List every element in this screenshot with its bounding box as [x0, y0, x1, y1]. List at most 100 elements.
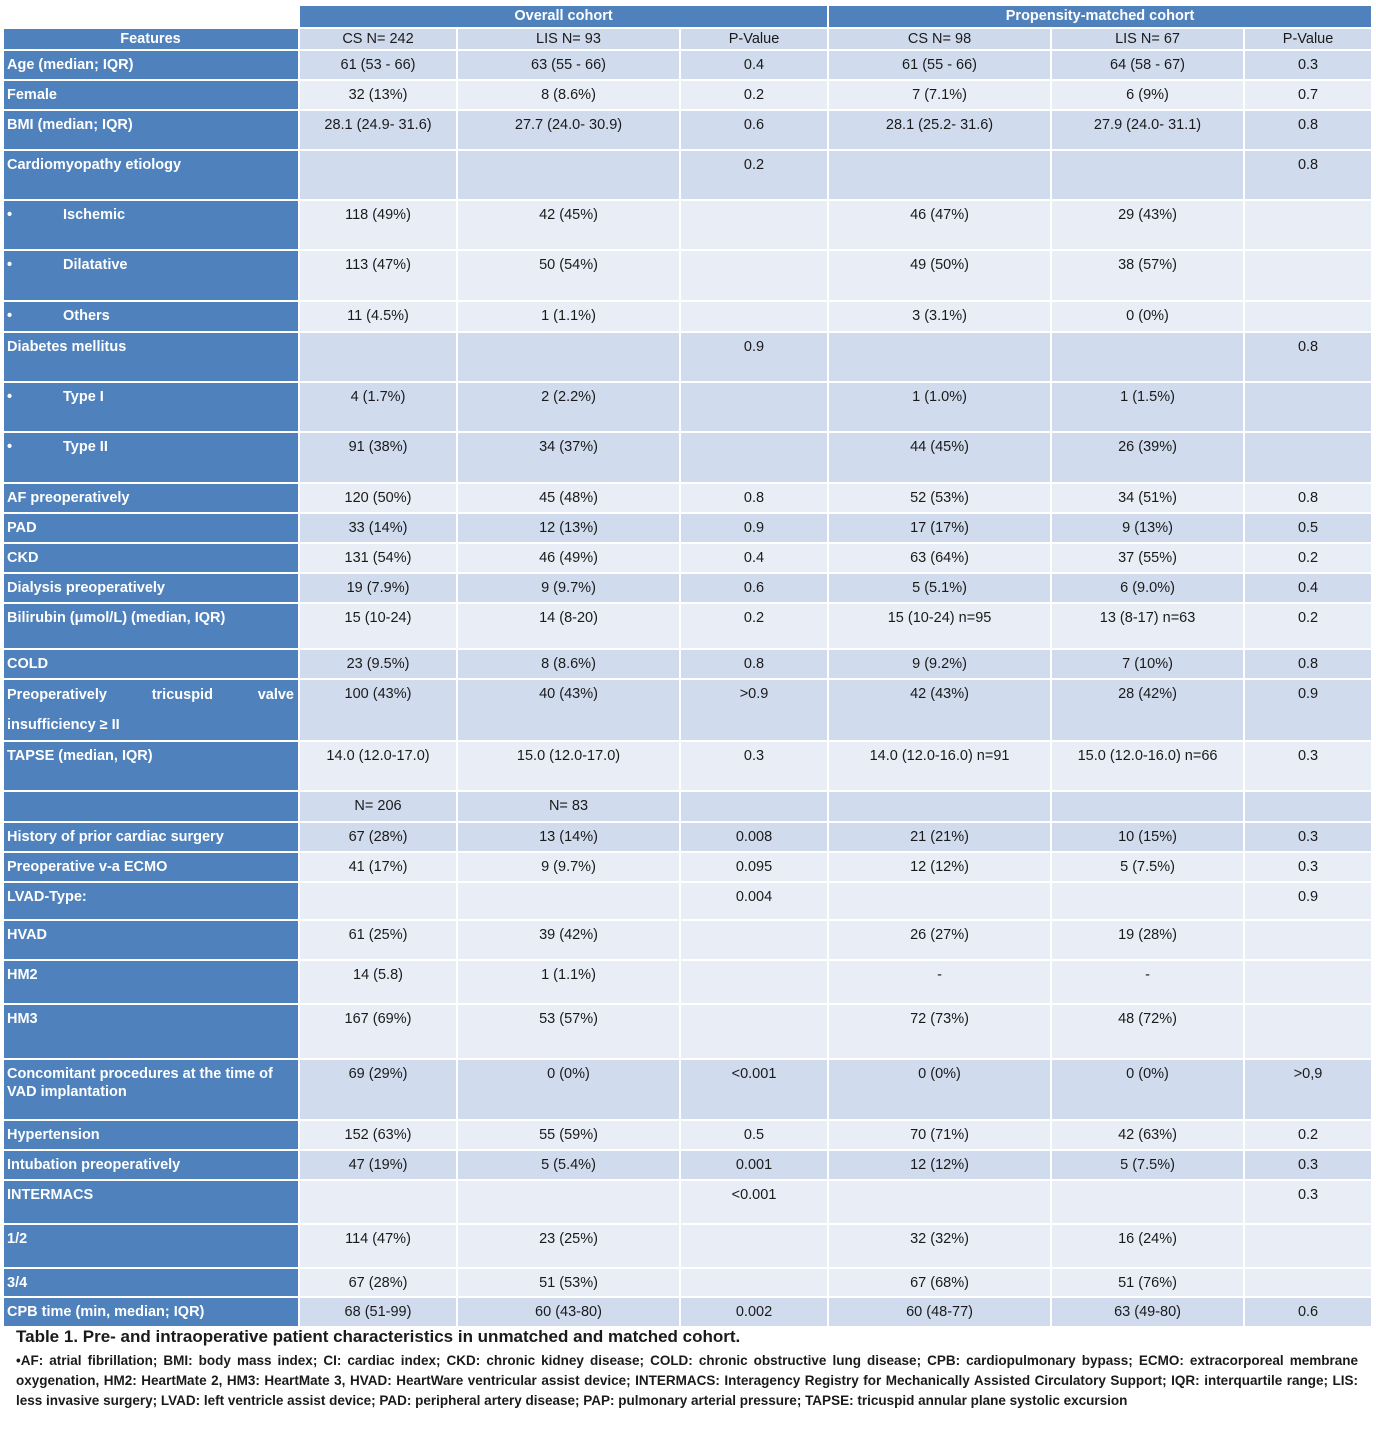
value-cell: 53 (57%)	[456, 1003, 681, 1060]
bullet: •	[7, 257, 13, 273]
empty-cell	[1243, 1223, 1374, 1269]
feature-text: Preoperatively tricuspid valve insuffici…	[7, 687, 294, 733]
empty-cell	[678, 431, 830, 484]
value-cell: 50 (54%)	[456, 249, 681, 302]
value-cell: 42 (45%)	[456, 199, 681, 251]
p-value-cell: 0.5	[678, 1119, 830, 1151]
value-cell: 4 (1.7%)	[298, 381, 458, 433]
value-cell: 63 (55 - 66)	[456, 49, 681, 81]
p-value-cell: 0.8	[1243, 331, 1374, 383]
value-cell: 10 (15%)	[1050, 821, 1246, 853]
value-cell: 72 (73%)	[827, 1003, 1053, 1060]
p-value-cell: 0.2	[678, 602, 830, 650]
table-row: Hypertension 152 (63%) 55 (59%) 0.5 70 (71%)…	[2, 1119, 1374, 1151]
feature-label: • Others	[2, 300, 300, 333]
p-value-cell: 0.3	[1243, 49, 1374, 81]
p-value-cell: 0.5	[1243, 512, 1374, 544]
p-value-cell: 0.9	[678, 512, 830, 544]
empty-cell	[678, 1003, 830, 1060]
empty-cell	[298, 331, 458, 383]
value-cell: 19 (7.9%)	[298, 572, 458, 604]
table-row: AF preoperatively 120 (50%) 45 (48%) 0.8 52 …	[2, 482, 1374, 514]
empty-cell	[1050, 790, 1246, 823]
value-cell: 12 (12%)	[827, 851, 1053, 883]
p-value-cell: 0.4	[678, 542, 830, 574]
empty-cell	[678, 300, 830, 333]
value-cell: 32 (13%)	[298, 79, 458, 111]
value-cell: 27.7 (24.0- 30.9)	[456, 109, 681, 151]
value-cell: N= 83	[456, 790, 681, 823]
empty-cell	[827, 149, 1053, 201]
empty-cell	[298, 881, 458, 921]
value-cell: 34 (51%)	[1050, 482, 1246, 514]
empty-cell	[678, 381, 830, 433]
bullet: •	[7, 308, 13, 324]
value-cell: 44 (45%)	[827, 431, 1053, 484]
p-value-cell: >0,9	[1243, 1058, 1374, 1121]
table-row: History of prior cardiac surgery 67 (28%)…	[2, 821, 1374, 853]
empty-cell	[678, 790, 830, 823]
value-cell: 1 (1.0%)	[827, 381, 1053, 433]
feature-sublabel: Dilatative	[63, 257, 128, 273]
p-value-cell: 0.095	[678, 851, 830, 883]
value-cell: 9 (9.7%)	[456, 851, 681, 883]
p-value-cell: 0.3	[1243, 851, 1374, 883]
table-row: • Ischemic 118 (49%) 42 (45%) 46 (47%) 29 (43…	[2, 199, 1374, 251]
empty-cell	[678, 919, 830, 961]
table-row: Bilirubin (μmol/L) (median, IQR) 15 (10-2…	[2, 602, 1374, 650]
feature-label: Concomitant procedures at the time of VA…	[2, 1058, 300, 1121]
patient-characteristics-table: Overall cohort Propensity-matched cohort F…	[2, 4, 1374, 1328]
value-cell: 6 (9.0%)	[1050, 572, 1246, 604]
table-row: BMI (median; IQR) 28.1 (24.9- 31.6) 27.7 (…	[2, 109, 1374, 151]
table-row: COLD 23 (9.5%) 8 (8.6%) 0.8 9 (9.2%) 7 (10%) 0…	[2, 648, 1374, 680]
value-cell: 2 (2.2%)	[456, 381, 681, 433]
empty-cell	[298, 149, 458, 201]
value-cell: 33 (14%)	[298, 512, 458, 544]
value-cell: 60 (43-80)	[456, 1296, 681, 1328]
value-cell: 12 (12%)	[827, 1149, 1053, 1181]
table-row: • Type I 4 (1.7%) 2 (2.2%) 1 (1.0%) 1 (1.5%)	[2, 381, 1374, 433]
p-value-cell: 0.9	[678, 331, 830, 383]
value-cell: 63 (49-80)	[1050, 1296, 1246, 1328]
p-value-cell: 0.8	[1243, 149, 1374, 201]
p-value-cell: 0.2	[1243, 602, 1374, 650]
value-cell: 51 (76%)	[1050, 1267, 1246, 1298]
value-cell: 42 (43%)	[827, 678, 1053, 742]
table-caption: Table 1. Pre- and intraoperative patient…	[16, 1327, 1358, 1411]
table-row: INTERMACS <0.001 0.3	[2, 1179, 1374, 1225]
column-header: P-Value	[1243, 27, 1374, 51]
table-row: HM3 167 (69%) 53 (57%) 72 (73%) 48 (72%)	[2, 1003, 1374, 1060]
value-cell: 40 (43%)	[456, 678, 681, 742]
empty-cell	[1243, 959, 1374, 1005]
table-row: Diabetes mellitus 0.9 0.8	[2, 331, 1374, 383]
feature-label: Preoperative v-a ECMO	[2, 851, 300, 883]
table-row: Concomitant procedures at the time of VA…	[2, 1058, 1374, 1121]
p-value-cell: 0.8	[1243, 648, 1374, 680]
caption-abbreviations: •AF: atrial fibrillation; BMI: body mass…	[16, 1353, 1358, 1408]
value-cell: 37 (55%)	[1050, 542, 1246, 574]
value-cell: 52 (53%)	[827, 482, 1053, 514]
value-cell: 13 (14%)	[456, 821, 681, 853]
value-cell: 8 (8.6%)	[456, 648, 681, 680]
value-cell: 15 (10-24) n=95	[827, 602, 1053, 650]
value-cell: 0 (0%)	[456, 1058, 681, 1121]
p-value-cell: 0.8	[678, 482, 830, 514]
feature-label: • Ischemic	[2, 199, 300, 251]
empty-cell	[1050, 149, 1246, 201]
value-cell: 29 (43%)	[1050, 199, 1246, 251]
table-row: HM2 14 (5.8) 1 (1.1%) - -	[2, 959, 1374, 1005]
feature-label: AF preoperatively	[2, 482, 300, 514]
feature-label: CPB time (min, median; IQR)	[2, 1296, 300, 1328]
value-cell: 28 (42%)	[1050, 678, 1246, 742]
value-cell: 47 (19%)	[298, 1149, 458, 1181]
feature-label: • Type I	[2, 381, 300, 433]
value-cell: 46 (47%)	[827, 199, 1053, 251]
value-cell: 5 (5.1%)	[827, 572, 1053, 604]
empty-cell	[1243, 300, 1374, 333]
p-value-cell: 0.8	[1243, 109, 1374, 151]
feature-label: 3/4	[2, 1267, 300, 1298]
table-row: LVAD-Type: 0.004 0.9	[2, 881, 1374, 921]
feature-label: INTERMACS	[2, 1179, 300, 1225]
empty-cell	[1243, 1003, 1374, 1060]
value-cell: 7 (10%)	[1050, 648, 1246, 680]
